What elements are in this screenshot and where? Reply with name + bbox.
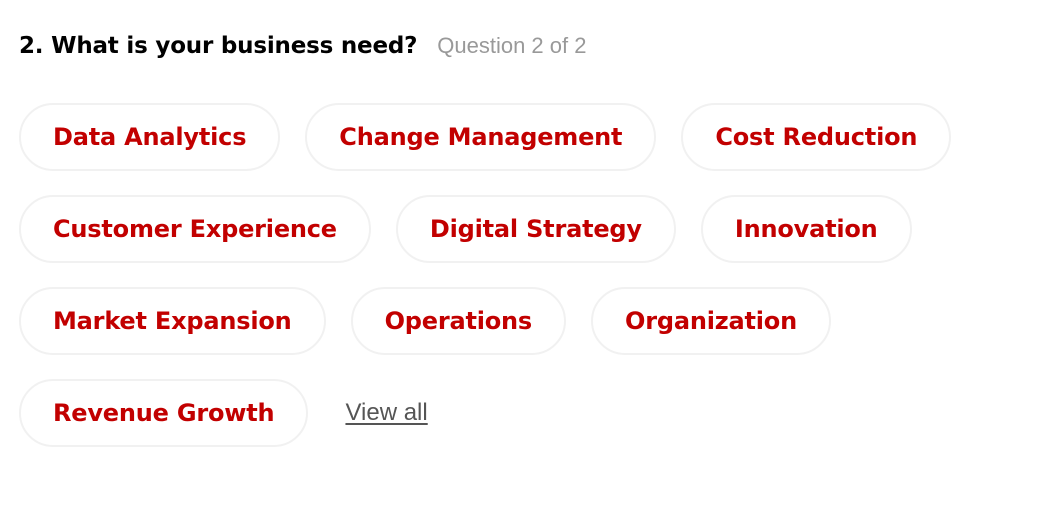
option-market-expansion[interactable]: Market Expansion bbox=[19, 287, 326, 355]
options-row: Data Analytics Change Management Cost Re… bbox=[19, 103, 1019, 171]
option-customer-experience[interactable]: Customer Experience bbox=[19, 195, 371, 263]
option-change-management[interactable]: Change Management bbox=[305, 103, 657, 171]
options-row: Revenue Growth View all bbox=[19, 379, 1019, 447]
options-row: Market Expansion Operations Organization bbox=[19, 287, 1019, 355]
business-need-options: Data Analytics Change Management Cost Re… bbox=[19, 103, 1019, 471]
question-header: 2. What is your business need? Question … bbox=[19, 33, 586, 59]
option-revenue-growth[interactable]: Revenue Growth bbox=[19, 379, 309, 447]
view-all-link[interactable]: View all bbox=[345, 399, 428, 426]
question-title: 2. What is your business need? bbox=[19, 33, 418, 59]
option-organization[interactable]: Organization bbox=[591, 287, 831, 355]
option-operations[interactable]: Operations bbox=[350, 287, 567, 355]
question-progress: Question 2 of 2 bbox=[437, 33, 587, 58]
option-data-analytics[interactable]: Data Analytics bbox=[19, 103, 281, 171]
options-row: Customer Experience Digital Strategy Inn… bbox=[19, 195, 1019, 263]
option-digital-strategy[interactable]: Digital Strategy bbox=[395, 195, 676, 263]
option-innovation[interactable]: Innovation bbox=[700, 195, 912, 263]
option-cost-reduction[interactable]: Cost Reduction bbox=[681, 103, 952, 171]
